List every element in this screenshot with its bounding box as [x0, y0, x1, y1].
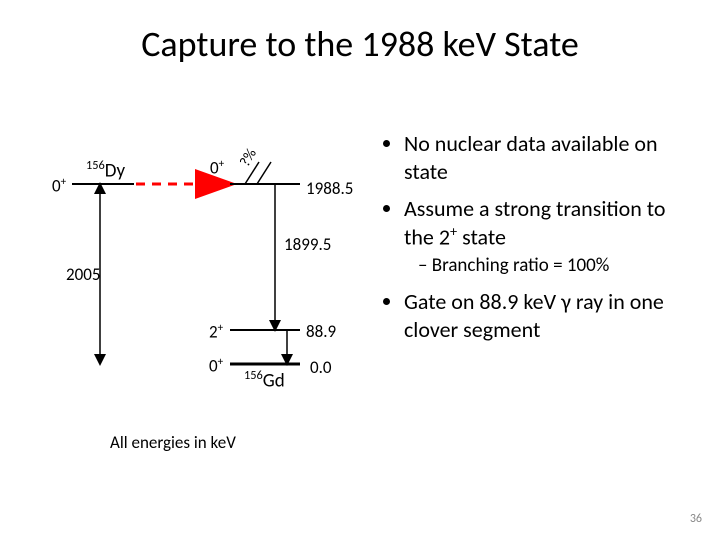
spin-1988: 0: [210, 158, 219, 179]
bullet-2-pre: Assume a strong transition to the 2: [404, 195, 666, 250]
q-value-label: 2005: [66, 264, 100, 285]
energies-caption: All energies in keV: [110, 432, 236, 453]
parent-mass: 156: [86, 158, 105, 173]
parent-spin: 0: [52, 176, 61, 197]
level-1988-spin: 0+: [210, 156, 224, 179]
level-scheme-diagram: 0+ 156Dy 2005 0+ ?% 1988.5 1899.5 2+ 88.…: [50, 140, 360, 420]
level-89-spin: 2+: [209, 320, 223, 343]
level-ground-energy: 0.0: [310, 357, 332, 378]
parent-isotope: 156Dy: [86, 158, 125, 182]
level-89-energy: 88.9: [306, 321, 336, 342]
page-title: Capture to the 1988 keV State: [0, 22, 720, 66]
daughter-element: Gd: [263, 369, 285, 392]
parity-ground: +: [218, 354, 224, 368]
parity-1988: +: [219, 156, 225, 170]
bullet-2: Assume a strong transition to the 2+ sta…: [404, 195, 700, 278]
gamma-1899-label: 1899.5: [284, 234, 331, 255]
spin-89: 2: [209, 322, 218, 343]
daughter-mass: 156: [244, 368, 263, 383]
bullet-list: No nuclear data available on state Assum…: [380, 130, 700, 353]
level-ground-spin: 0+: [209, 354, 223, 377]
bullet-2-post: state: [457, 223, 506, 250]
parent-spin-label: 0+: [52, 174, 66, 197]
slide: Capture to the 1988 keV State No nuclear…: [0, 0, 720, 540]
parent-element: Dy: [105, 159, 125, 182]
branch-tick-2: [257, 162, 271, 184]
bullet-2a: Branching ratio = 100%: [418, 254, 700, 278]
spin-ground: 0: [209, 356, 218, 377]
parity-89: +: [218, 320, 224, 334]
page-number: 36: [690, 512, 702, 526]
level-1988-energy: 1988.5: [306, 178, 353, 199]
bullet-1: No nuclear data available on state: [404, 130, 700, 185]
daughter-isotope: 156Gd: [244, 368, 285, 392]
parent-parity: +: [61, 174, 67, 188]
bullet-3: Gate on 88.9 keV γ ray in one clover seg…: [404, 288, 700, 343]
